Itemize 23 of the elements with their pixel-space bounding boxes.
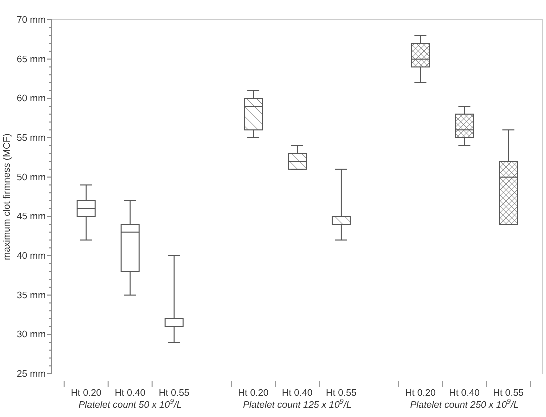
text: Platelet count 250 x 10$^{9}$/L xyxy=(410,398,519,411)
x-tick-label: Ht 0.20 xyxy=(71,388,102,399)
text: Platelet count 125 x 10$^{9}$/L xyxy=(243,398,352,411)
y-tick-label: 40 mm xyxy=(16,251,46,262)
x-tick-label: Ht 0.55 xyxy=(493,388,524,399)
x-tick-label: Ht 0.55 xyxy=(159,388,190,399)
y-tick-label: 50 mm xyxy=(16,172,46,184)
x-tick-label: Ht 0.20 xyxy=(405,388,436,399)
y-tick-label: 45 mm xyxy=(16,212,46,223)
text: Platelet count 50 x 10$^{9}$/L xyxy=(78,398,182,411)
x-tick-label: Ht 0.20 xyxy=(238,388,269,399)
y-tick-label: 30 mm xyxy=(16,330,46,341)
x-tick-label: Ht 0.40 xyxy=(115,388,146,399)
x-tick-label: Ht 0.55 xyxy=(326,388,357,399)
y-tick-label: 25 mm xyxy=(16,369,46,380)
y-tick-label: 60 mm xyxy=(16,94,46,105)
y-tick-label: 35 mm xyxy=(16,290,46,302)
y-tick-label: 70 mm xyxy=(16,15,46,26)
x-tick-label: Ht 0.40 xyxy=(282,388,313,399)
y-tick-label: 55 mm xyxy=(16,133,46,144)
y-axis-title: maximum clot firmness (MCF) xyxy=(2,134,13,260)
x-tick-label: Ht 0.40 xyxy=(449,388,480,399)
y-tick-label: 65 mm xyxy=(16,54,46,66)
